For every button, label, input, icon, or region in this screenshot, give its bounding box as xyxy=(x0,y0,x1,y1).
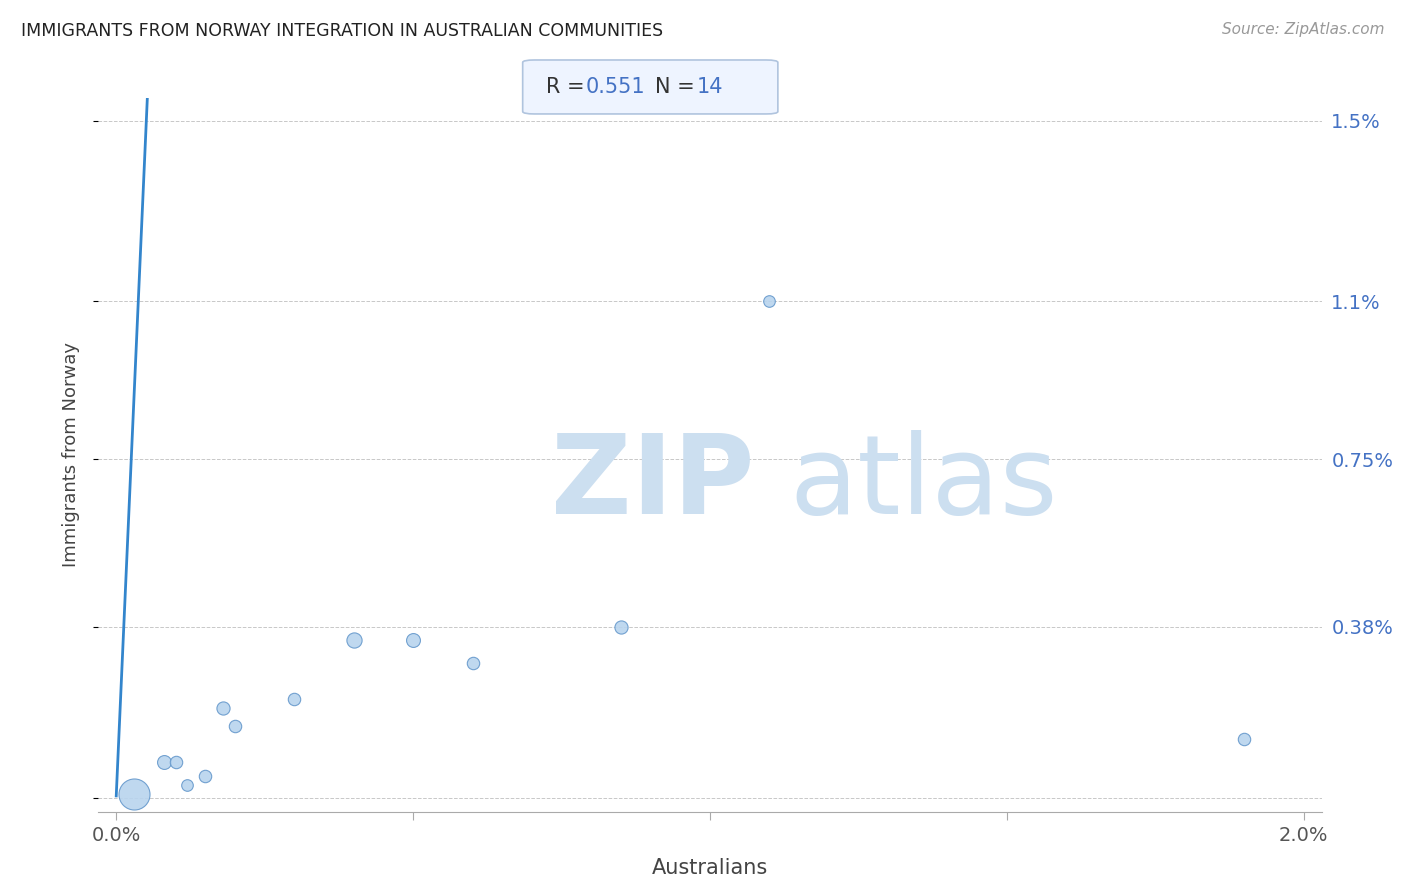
Point xyxy=(176,778,198,792)
Point xyxy=(165,755,187,769)
Text: IMMIGRANTS FROM NORWAY INTEGRATION IN AUSTRALIAN COMMUNITIES: IMMIGRANTS FROM NORWAY INTEGRATION IN AU… xyxy=(21,22,664,40)
Text: 0.551: 0.551 xyxy=(585,77,645,97)
Text: 14: 14 xyxy=(697,77,723,97)
Point xyxy=(1233,732,1256,747)
Text: N =: N = xyxy=(655,77,702,97)
Point xyxy=(461,656,484,670)
Point xyxy=(122,787,145,801)
Text: ZIP: ZIP xyxy=(551,430,755,537)
Point xyxy=(283,691,305,706)
Point xyxy=(758,294,780,309)
Point xyxy=(343,633,366,648)
FancyBboxPatch shape xyxy=(523,60,778,114)
Text: Source: ZipAtlas.com: Source: ZipAtlas.com xyxy=(1222,22,1385,37)
Point xyxy=(224,719,246,733)
X-axis label: Australians: Australians xyxy=(652,858,768,879)
Point xyxy=(194,768,217,782)
Text: R =: R = xyxy=(546,77,591,97)
Point xyxy=(610,619,633,633)
Y-axis label: Immigrants from Norway: Immigrants from Norway xyxy=(62,343,80,567)
Text: atlas: atlas xyxy=(790,430,1059,537)
Point xyxy=(212,701,235,715)
Point xyxy=(152,755,174,769)
Point xyxy=(402,633,425,648)
